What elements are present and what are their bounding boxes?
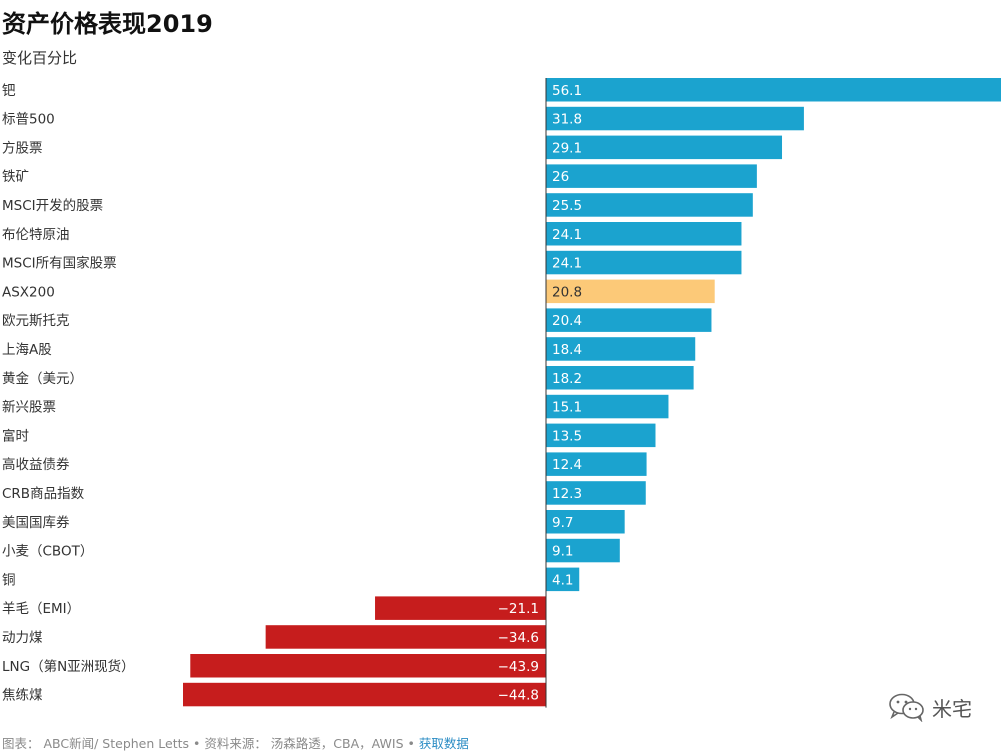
value-label: 18.2 bbox=[552, 371, 582, 387]
bar bbox=[546, 78, 1001, 102]
bar bbox=[265, 625, 546, 649]
bar bbox=[546, 164, 757, 188]
value-label: 20.8 bbox=[552, 284, 582, 300]
category-label: 钯 bbox=[2, 83, 16, 99]
bar bbox=[546, 394, 669, 419]
bar bbox=[546, 538, 620, 563]
wechat-icon bbox=[888, 692, 926, 722]
value-label: 15.1 bbox=[552, 400, 582, 416]
category-label: CRB商品指数 bbox=[2, 486, 85, 502]
category-label: 焦练煤 bbox=[2, 688, 43, 704]
category-label: 动力煤 bbox=[2, 630, 43, 646]
category-label: 黄金（美元） bbox=[2, 371, 83, 387]
bar bbox=[546, 135, 783, 160]
bar bbox=[546, 366, 694, 390]
bar bbox=[546, 250, 742, 275]
value-label: 24.1 bbox=[552, 256, 582, 272]
category-label: 美国国库券 bbox=[2, 515, 70, 531]
value-label: 18.4 bbox=[552, 342, 582, 358]
value-label: 56.1 bbox=[552, 83, 582, 99]
category-label: ASX200 bbox=[2, 284, 55, 300]
category-label: 标普500 bbox=[2, 112, 55, 128]
category-label: 新兴股票 bbox=[2, 400, 56, 416]
value-label: 12.3 bbox=[552, 486, 582, 502]
value-label: 29.1 bbox=[552, 140, 582, 156]
chart-subtitle: 变化百分比 bbox=[2, 49, 78, 67]
category-label: MSCI开发的股票 bbox=[2, 198, 103, 214]
bar bbox=[546, 106, 804, 131]
category-label: MSCI所有国家股票 bbox=[2, 255, 117, 272]
category-label: LNG（第N亚洲现货） bbox=[2, 658, 135, 675]
category-label: 布伦特原油 bbox=[2, 227, 70, 243]
value-label: 13.5 bbox=[552, 428, 582, 444]
bar bbox=[546, 510, 625, 534]
bar bbox=[546, 423, 656, 448]
bar bbox=[183, 682, 546, 707]
value-label: −44.8 bbox=[498, 688, 539, 704]
category-label: 小麦（CBOT） bbox=[2, 544, 93, 560]
category-label: 高收益债券 bbox=[2, 456, 70, 473]
footer-credit: 图表： ABC新闻/ Stephen Letts • 资料来源： 汤森路透，CB… bbox=[2, 736, 419, 751]
category-label: 方股票 bbox=[2, 140, 43, 156]
category-label: 富时 bbox=[2, 427, 29, 444]
value-label: 31.8 bbox=[552, 112, 582, 128]
watermark: 米宅 bbox=[888, 692, 972, 722]
category-label: 羊毛（EMI） bbox=[2, 601, 80, 617]
category-label: 铁矿 bbox=[2, 169, 29, 185]
bar-chart: 钯 56.1 标普500 31.8 方股票 29.1 铁矿 26 MSCI开发的股票 25.5 布伦… bbox=[2, 78, 1001, 708]
category-label: 欧元斯托克 bbox=[2, 313, 70, 329]
value-label: 4.1 bbox=[552, 572, 573, 588]
value-label: −21.1 bbox=[498, 601, 539, 617]
bar bbox=[546, 481, 646, 505]
value-label: 20.4 bbox=[552, 313, 582, 329]
bar bbox=[546, 222, 742, 246]
value-label: −43.9 bbox=[498, 659, 539, 675]
value-label: 26 bbox=[552, 169, 569, 185]
chart-title: 资产价格表现2019 bbox=[2, 10, 213, 38]
value-label: −34.6 bbox=[498, 630, 539, 646]
get-data-link[interactable]: 获取数据 bbox=[418, 736, 469, 751]
value-label: 24.1 bbox=[552, 227, 582, 243]
bar bbox=[546, 337, 696, 361]
value-label: 25.5 bbox=[552, 198, 582, 214]
watermark-label: 米宅 bbox=[932, 696, 972, 721]
bar bbox=[546, 308, 712, 332]
bar bbox=[190, 654, 546, 678]
bar bbox=[546, 567, 580, 592]
bar bbox=[546, 193, 753, 217]
value-label: 12.4 bbox=[552, 457, 582, 473]
bar bbox=[546, 452, 647, 476]
bar bbox=[546, 279, 715, 304]
bar bbox=[375, 596, 546, 620]
chart-footer: 图表： ABC新闻/ Stephen Letts • 资料来源： 汤森路透，CB… bbox=[2, 733, 469, 752]
value-label: 9.1 bbox=[552, 544, 573, 560]
value-label: 9.7 bbox=[552, 515, 573, 531]
category-label: 上海A股 bbox=[2, 342, 52, 358]
category-label: 铜 bbox=[2, 572, 16, 588]
